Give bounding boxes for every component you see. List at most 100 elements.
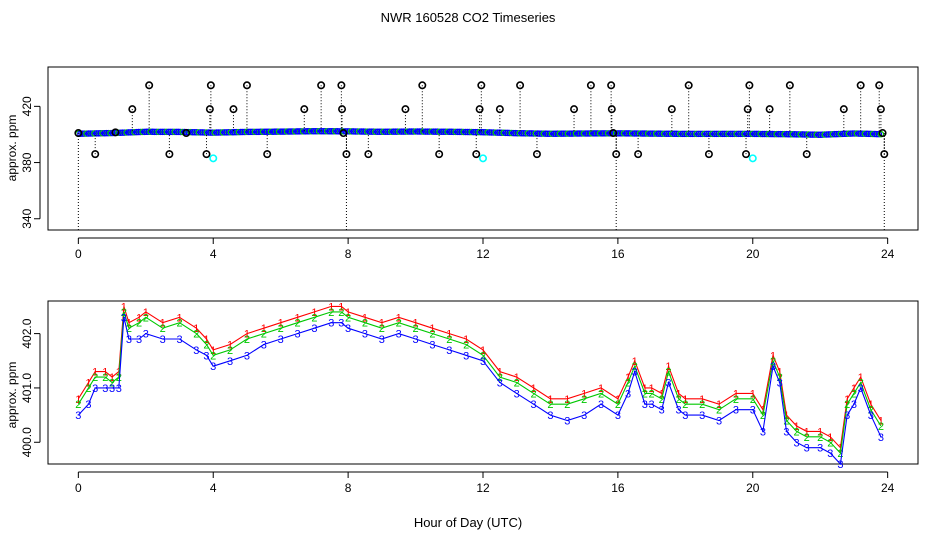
data-point <box>215 129 223 136</box>
data-point <box>715 130 722 138</box>
series-marker: 1 <box>547 394 553 406</box>
series-marker: 3 <box>261 339 267 351</box>
outlier-point <box>401 105 410 114</box>
series-marker: 2 <box>642 388 648 400</box>
plot-frame <box>47 66 919 231</box>
data-point <box>358 128 365 135</box>
data-point <box>380 128 387 136</box>
data-point <box>394 128 401 135</box>
data-point <box>372 128 379 135</box>
data-point <box>656 130 664 137</box>
data-point <box>454 128 461 136</box>
data-point <box>374 128 381 135</box>
data-point <box>675 130 682 138</box>
series-marker: 2 <box>429 329 435 341</box>
data-point <box>225 129 233 136</box>
data-point <box>560 130 568 137</box>
outlier-point <box>418 81 427 90</box>
data-point <box>243 128 251 136</box>
data-point <box>592 130 600 137</box>
series-marker: 2 <box>659 394 665 406</box>
data-point <box>450 128 457 136</box>
data-point <box>149 128 156 136</box>
data-point <box>737 130 744 138</box>
series-marker: 3 <box>733 405 739 417</box>
cyan-series <box>209 154 757 163</box>
series-marker: 1 <box>878 416 884 428</box>
outlier-point <box>876 105 885 114</box>
series-marker: 1 <box>699 394 705 406</box>
data-point <box>209 129 217 136</box>
x-tick-label: 12 <box>476 247 490 261</box>
data-point <box>191 128 198 136</box>
data-point <box>550 130 558 137</box>
series-marker: 2 <box>160 323 166 335</box>
data-point <box>333 128 341 135</box>
x-tick-label: 4 <box>210 481 217 495</box>
data-point <box>378 128 385 136</box>
outlier-point <box>263 150 272 159</box>
data-point <box>474 128 481 136</box>
series-marker: 1 <box>338 301 344 313</box>
series-marker: 3 <box>625 388 631 400</box>
data-point <box>307 128 315 135</box>
series-marker: 2 <box>193 329 199 341</box>
outlier-point <box>607 105 616 114</box>
data-point <box>221 129 229 136</box>
data-point <box>464 128 471 136</box>
data-point <box>89 130 96 137</box>
data-point <box>408 128 415 135</box>
data-point <box>727 130 734 138</box>
data-point <box>145 128 152 136</box>
data-point <box>803 131 810 138</box>
series-marker: 3 <box>750 405 756 417</box>
data-point <box>390 128 397 135</box>
series-marker: 3 <box>497 378 503 390</box>
series-marker: 1 <box>379 318 385 330</box>
series-marker: 1 <box>531 383 537 395</box>
data-point <box>805 131 812 138</box>
x-tick-label: 8 <box>345 481 352 495</box>
series-marker: 2 <box>615 399 621 411</box>
data-point <box>530 130 538 137</box>
series-marker: 2 <box>136 318 142 330</box>
data-point <box>626 130 634 137</box>
data-point <box>251 128 259 136</box>
series-marker: 1 <box>827 432 833 444</box>
series-marker: 2 <box>92 372 98 384</box>
data-point <box>468 128 475 136</box>
y-tick-label: 401.0 <box>20 373 34 403</box>
outlier-point <box>475 105 484 114</box>
data-point <box>95 130 102 137</box>
data-point <box>765 130 772 138</box>
data-point <box>644 130 652 137</box>
series-marker: 2 <box>362 318 368 330</box>
data-point <box>329 128 337 135</box>
series-marker: 3 <box>396 329 402 341</box>
data-point <box>285 128 293 135</box>
data-point <box>281 128 289 135</box>
data-point <box>426 128 433 135</box>
data-point <box>101 129 108 137</box>
data-point <box>743 130 750 138</box>
outlier-point <box>743 105 752 114</box>
data-point <box>323 128 331 135</box>
series-marker: 1 <box>615 394 621 406</box>
data-point <box>392 128 399 135</box>
data-point <box>791 131 798 138</box>
x-tick-label: 12 <box>476 481 490 495</box>
series-marker: 1 <box>429 323 435 335</box>
series-marker: 1 <box>581 388 587 400</box>
data-point <box>670 130 678 138</box>
data-point <box>584 130 592 137</box>
data-point <box>165 128 172 136</box>
cyan-point <box>209 154 218 163</box>
data-point <box>763 130 770 138</box>
data-point <box>562 130 570 137</box>
series-marker: 2 <box>783 416 789 428</box>
series-line <box>77 311 882 455</box>
data-point <box>658 130 666 137</box>
series-marker: 2 <box>210 350 216 362</box>
series-line <box>77 317 882 466</box>
